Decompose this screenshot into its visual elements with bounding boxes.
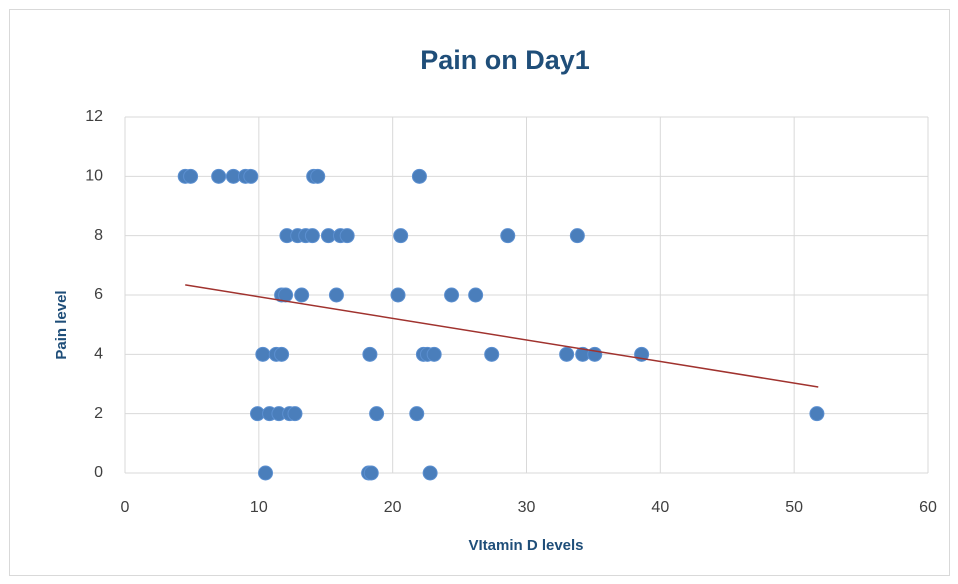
y-axis-title: Pain level <box>53 290 70 359</box>
x-tick-label: 60 <box>919 499 937 516</box>
y-tick-label: 2 <box>94 405 103 422</box>
y-tick-label: 6 <box>94 286 103 303</box>
point <box>569 228 585 244</box>
y-tick-label: 10 <box>85 168 103 185</box>
point <box>409 406 425 422</box>
point <box>328 287 344 303</box>
y-tick-label: 12 <box>85 108 103 125</box>
y-tick-label: 8 <box>94 227 103 244</box>
point <box>390 287 406 303</box>
x-tick-label: 50 <box>785 499 803 516</box>
y-tick-label: 4 <box>94 346 103 363</box>
point <box>369 406 385 422</box>
x-axis-title: VItamin D levels <box>468 537 583 554</box>
point <box>183 168 199 184</box>
point <box>809 406 825 422</box>
point <box>243 168 259 184</box>
x-tick-label: 10 <box>250 499 268 516</box>
point <box>274 346 290 362</box>
point <box>500 228 516 244</box>
x-tick-label: 20 <box>384 499 402 516</box>
point <box>411 168 427 184</box>
point <box>422 465 438 481</box>
point <box>287 406 303 422</box>
point <box>339 228 355 244</box>
point <box>294 287 310 303</box>
point <box>468 287 484 303</box>
point <box>310 168 326 184</box>
chart-title: Pain on Day1 <box>420 45 590 75</box>
point <box>393 228 409 244</box>
point <box>362 346 378 362</box>
point <box>255 346 271 362</box>
trendline <box>185 284 819 388</box>
y-tick-label: 0 <box>94 464 103 481</box>
point <box>211 168 227 184</box>
point <box>444 287 460 303</box>
point <box>363 465 379 481</box>
point <box>278 287 294 303</box>
point <box>258 465 274 481</box>
point <box>426 346 442 362</box>
x-tick-label: 30 <box>518 499 536 516</box>
x-tick-label: 0 <box>121 499 130 516</box>
point <box>304 228 320 244</box>
point <box>559 346 575 362</box>
point <box>484 346 500 362</box>
x-tick-label: 40 <box>651 499 669 516</box>
